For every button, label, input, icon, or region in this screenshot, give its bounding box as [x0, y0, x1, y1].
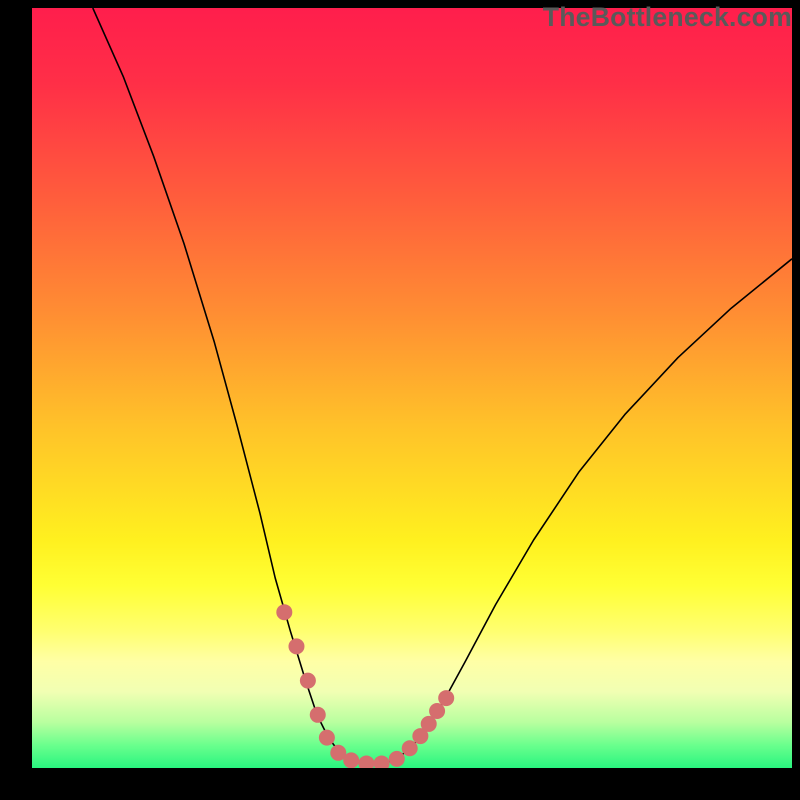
highlight-marker [300, 673, 316, 689]
highlight-marker [319, 730, 335, 746]
highlight-marker [276, 604, 292, 620]
plot-area [32, 8, 792, 768]
highlight-marker [310, 707, 326, 723]
chart-frame: TheBottleneck.com [0, 0, 800, 800]
highlight-marker [343, 752, 359, 768]
highlight-marker [389, 751, 405, 767]
highlight-marker [402, 740, 418, 756]
highlight-marker [429, 703, 445, 719]
highlight-marker [438, 690, 454, 706]
gradient-background [32, 8, 792, 768]
watermark-label: TheBottleneck.com [543, 2, 792, 33]
highlight-marker [288, 638, 304, 654]
